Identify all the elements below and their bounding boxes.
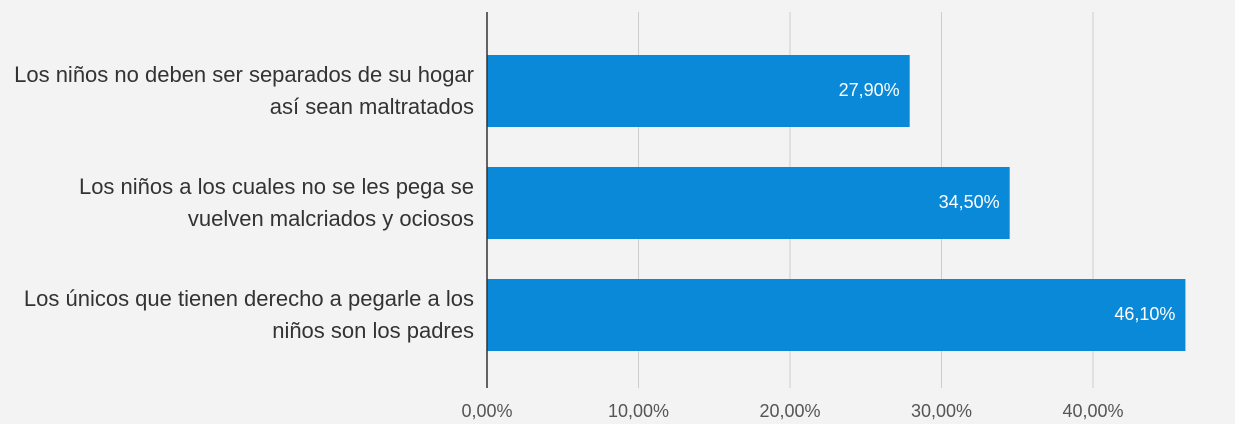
x-tick-label: 20,00% — [759, 401, 820, 421]
y-tick-label: Los niños no deben ser separados de su h… — [14, 62, 474, 119]
bar — [487, 167, 1010, 239]
x-tick-label: 30,00% — [911, 401, 972, 421]
x-tick-label: 0,00% — [461, 401, 512, 421]
bar — [487, 55, 910, 127]
y-tick-label: Los únicos que tienen derecho a pegarle … — [23, 286, 474, 343]
y-tick-label: Los niños a los cuales no se les pega se… — [78, 174, 474, 231]
value-label: 34,50% — [939, 192, 1000, 212]
value-label: 46,10% — [1114, 304, 1175, 324]
x-tick-label: 40,00% — [1062, 401, 1123, 421]
bar — [487, 279, 1186, 351]
value-label: 27,90% — [839, 80, 900, 100]
x-tick-label: 10,00% — [608, 401, 669, 421]
